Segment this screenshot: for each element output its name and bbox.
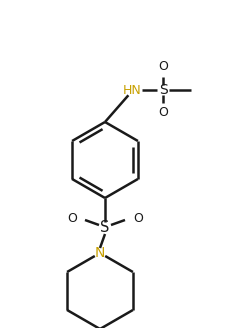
Text: O: O <box>158 107 168 119</box>
Text: O: O <box>158 60 168 73</box>
Text: S: S <box>159 83 167 97</box>
Text: O: O <box>133 212 143 224</box>
Text: HN: HN <box>123 84 141 96</box>
Text: S: S <box>100 220 110 236</box>
Text: N: N <box>95 246 105 260</box>
Text: O: O <box>67 212 77 224</box>
